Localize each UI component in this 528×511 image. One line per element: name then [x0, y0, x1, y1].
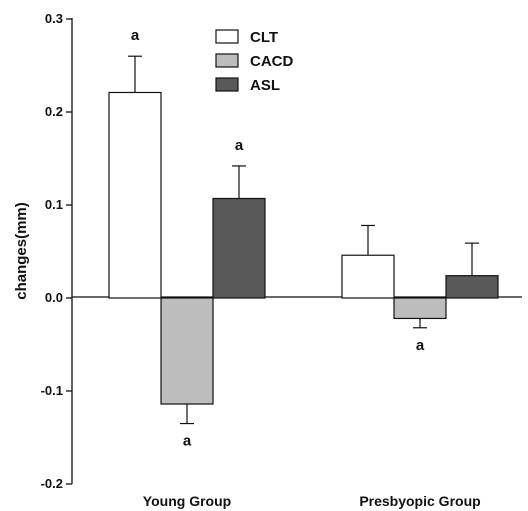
- y-tick-label: -0.1: [41, 383, 63, 398]
- bar: [341, 254, 395, 299]
- y-ticks: -0.2 -0.1 0.0 0.1 0.2 0.3: [41, 11, 72, 491]
- y-axis-label: changes(mm): [13, 202, 30, 300]
- bar: [212, 197, 266, 299]
- y-tick-label: 0.2: [45, 104, 63, 119]
- bar: [393, 297, 447, 320]
- legend: CLT CACD ASL: [215, 29, 293, 94]
- legend-label: CLT: [250, 29, 278, 46]
- y-tick-label: 0.1: [45, 197, 63, 212]
- legend-swatch: [215, 29, 239, 44]
- legend-label: ASL: [250, 77, 280, 94]
- bar: [108, 91, 162, 299]
- category-label: Presbyopic Group: [359, 493, 480, 509]
- legend-label: CACD: [250, 53, 293, 70]
- bar-groups: a a a Young Group a Presbyopic Group: [108, 27, 499, 509]
- bar-group: a: [341, 224, 499, 354]
- significance-label: a: [131, 27, 140, 44]
- significance-label: a: [235, 137, 244, 154]
- category-label: Young Group: [143, 493, 231, 509]
- significance-label: a: [183, 433, 192, 450]
- y-tick-label: 0.0: [45, 290, 63, 305]
- bar: [160, 297, 214, 405]
- bar: [445, 275, 499, 299]
- legend-swatch: [215, 53, 239, 68]
- y-tick-label: 0.3: [45, 11, 63, 26]
- significance-label: a: [416, 337, 425, 354]
- y-tick-label: -0.2: [41, 476, 63, 491]
- legend-swatch: [215, 77, 239, 92]
- bar-group: a a a: [108, 27, 266, 450]
